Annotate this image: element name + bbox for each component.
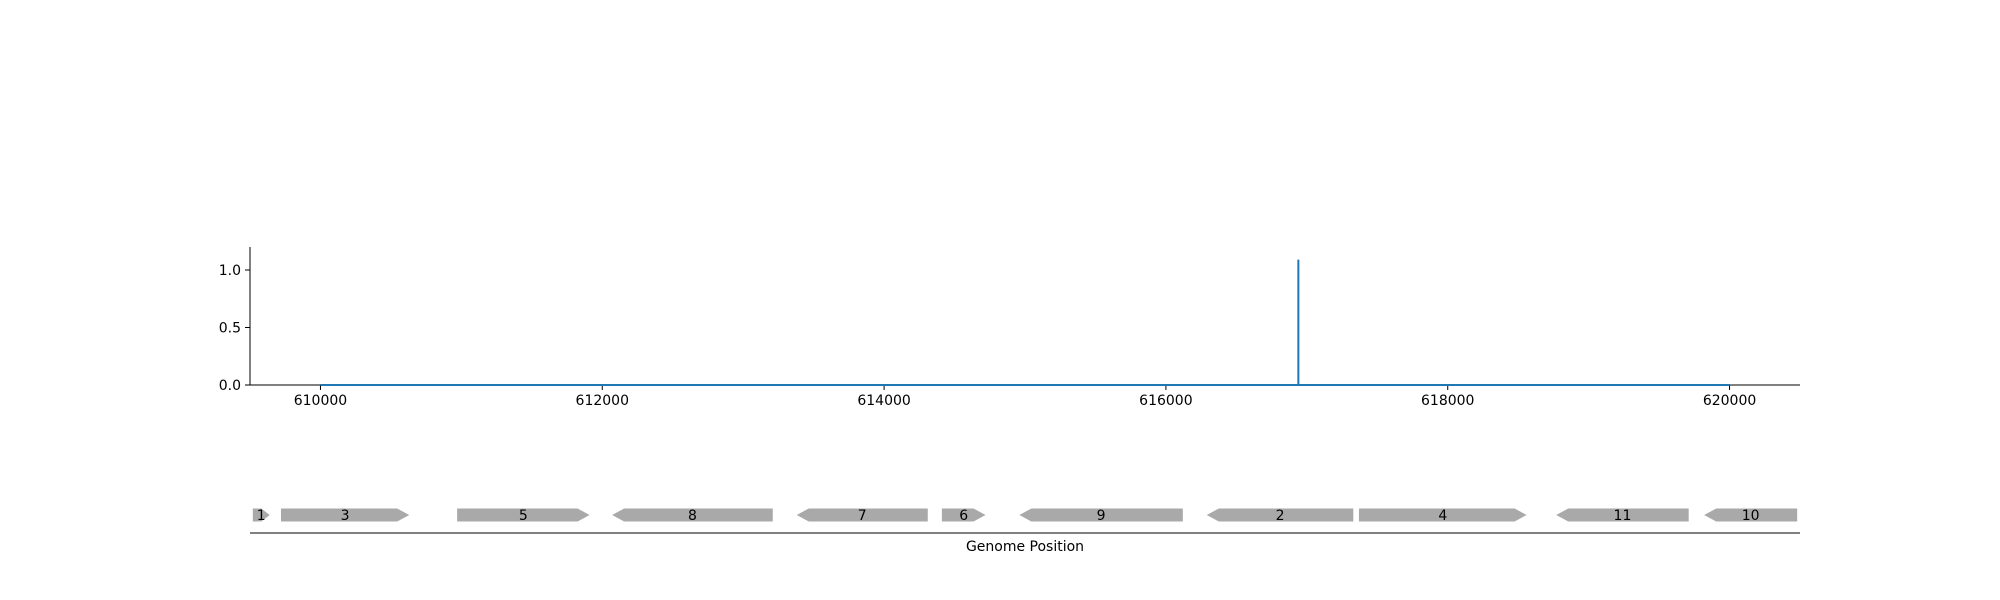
y-tick-label: 0.0: [219, 378, 241, 394]
gene-label: 9: [1097, 508, 1106, 524]
y-ticks: 0.0 0.5 1.0: [219, 263, 250, 394]
gene-arrow: [1556, 508, 1689, 522]
gene-arrow: [941, 508, 986, 522]
series-group: [320, 259, 1730, 386]
gene-arrow: [796, 508, 928, 522]
gene-label: 1: [257, 508, 266, 524]
coverage-plot: 0.0 0.5 1.0 610000 612000 614000 616000 618000…: [219, 247, 1800, 409]
y-tick-label: 0.5: [219, 321, 241, 337]
x-tick-label: 616000: [1139, 393, 1192, 409]
x-tick-label: 620000: [1703, 393, 1756, 409]
gene-label: 7: [858, 508, 867, 524]
gene-label: 4: [1438, 508, 1447, 524]
gene-features: 1 3 5 8 7 6 9 2 4 11 10: [252, 508, 1798, 524]
gene-label: 11: [1614, 508, 1632, 524]
gene-label: 3: [341, 508, 350, 524]
x-tick-label: 612000: [576, 393, 629, 409]
gene-arrow: [612, 508, 773, 522]
y-tick-label: 1.0: [219, 263, 241, 279]
gene-label: 5: [519, 508, 528, 524]
x-tick-label: 614000: [857, 393, 910, 409]
gene-label: 6: [959, 508, 968, 524]
gene-arrow: [457, 508, 590, 522]
x-ticks: 610000 612000 614000 616000 618000 620000: [294, 385, 1756, 409]
gene-arrow: [281, 508, 410, 522]
gene-label: 8: [688, 508, 697, 524]
x-tick-label: 610000: [294, 393, 347, 409]
x-axis-title: Genome Position: [966, 539, 1084, 555]
gene-track: 1 3 5 8 7 6 9 2 4 11 10 Genome Position: [250, 508, 1800, 555]
gene-label: 2: [1276, 508, 1285, 524]
series-line: [320, 259, 1730, 386]
gene-arrow: [1019, 508, 1183, 522]
gene-arrow: [252, 508, 270, 522]
x-tick-label: 618000: [1421, 393, 1474, 409]
gene-arrow: [1358, 508, 1527, 522]
gene-label: 10: [1742, 508, 1760, 524]
gene-arrow: [1704, 508, 1798, 522]
gene-arrow: [1206, 508, 1354, 522]
